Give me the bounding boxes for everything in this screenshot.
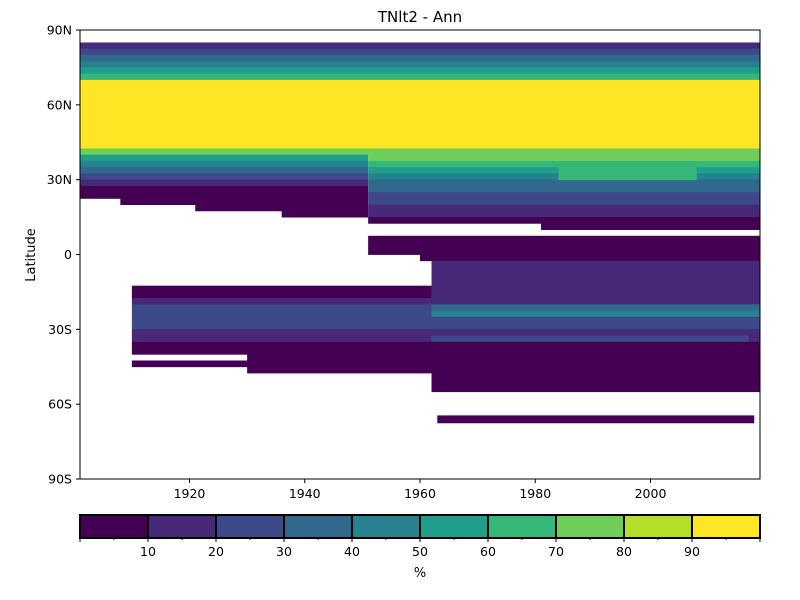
heatmap-band-60 <box>431 379 760 386</box>
colorbar-segment <box>624 515 692 538</box>
heatmap-band-47 <box>431 304 760 312</box>
heatmap-band-28 <box>368 217 760 224</box>
heatmap-band-0 <box>80 42 760 50</box>
heatmap-band-34 <box>368 248 760 255</box>
heatmap-band-36 <box>431 260 760 268</box>
heatmap-band-48 <box>431 310 760 318</box>
y-tick-label: 60N <box>47 97 72 112</box>
y-tick-label: 90S <box>48 472 72 487</box>
heatmap-band-59 <box>431 372 760 380</box>
colorbar-tick-label: 30 <box>276 544 292 559</box>
heatmap-band-32 <box>368 235 760 243</box>
heatmap-band-29 <box>541 223 760 230</box>
colorbar-segment <box>148 515 216 538</box>
heatmap-band-6 <box>80 79 760 149</box>
colorbar-segment <box>284 515 352 538</box>
heatmap-band-16 <box>195 204 369 212</box>
heatmap-band-54 <box>131 341 761 349</box>
colorbar-segment <box>488 515 556 538</box>
y-tick-label: 60S <box>48 397 72 412</box>
colorbar-segment <box>556 515 624 538</box>
heatmap-band-12 <box>80 179 369 187</box>
colorbar-segment <box>420 515 488 538</box>
heatmap-band-33 <box>368 242 760 249</box>
x-tick-label: 1960 <box>404 486 436 501</box>
x-axis: 1920 1940 1960 1980 2000 <box>174 479 667 501</box>
heatmap-band-5 <box>80 73 760 81</box>
heatmap-band-43 <box>431 291 760 299</box>
colorbar-segment <box>80 515 148 538</box>
heatmap-band-49 <box>131 316 761 324</box>
colorbar-tick-label: 20 <box>208 544 224 559</box>
heatmap-band-51 <box>131 329 761 336</box>
heatmap-band-39 <box>431 279 760 287</box>
heatmap-band-25 <box>368 198 760 206</box>
heatmap-band-18 <box>368 154 760 162</box>
heatmap-band-23 <box>368 185 760 193</box>
heatmap-band-1 <box>80 48 760 56</box>
heatmap-band-62 <box>437 415 755 424</box>
y-axis: 90N 60N 30N 0 30S 60S 90S <box>47 23 80 487</box>
heatmap-band-53 <box>431 335 749 343</box>
heatmap-band-17 <box>281 210 369 218</box>
colorbar-label: % <box>414 566 426 581</box>
heatmap-band-41 <box>131 291 432 299</box>
heatmap-band-2 <box>80 54 760 62</box>
heatmap-band-44 <box>131 298 761 305</box>
heatmap-band-27 <box>368 210 760 218</box>
heatmap-band-31 <box>558 173 697 181</box>
heatmap-band-56 <box>247 354 760 361</box>
heatmap-band-42 <box>431 285 760 293</box>
colorbar-segment <box>692 515 760 538</box>
colorbar-segment <box>216 515 284 538</box>
heatmap-band-7 <box>80 148 760 156</box>
heatmap-band-35 <box>420 254 760 262</box>
heatmap-band-38 <box>431 273 760 280</box>
heatmap-band-37 <box>431 266 760 274</box>
heatmap-band-61 <box>431 385 760 393</box>
heatmap-band-15 <box>120 198 369 206</box>
heatmap-band-24 <box>368 192 760 199</box>
heatmap-cells <box>80 42 761 424</box>
chart-title: TNlt2 - Ann <box>377 8 462 26</box>
heatmap-band-8 <box>80 154 369 162</box>
x-tick-label: 1920 <box>174 486 206 501</box>
heatmap-band-13 <box>80 185 369 193</box>
heatmap-band-10 <box>80 167 369 174</box>
x-tick-label: 1980 <box>519 486 551 501</box>
x-tick-label: 1940 <box>289 486 321 501</box>
heatmap-band-11 <box>80 173 369 181</box>
heatmap-band-57 <box>131 360 761 368</box>
heatmap-band-58 <box>247 366 760 374</box>
colorbar-tick-label: 80 <box>616 544 632 559</box>
colorbar-tick-label: 70 <box>548 544 564 559</box>
heatmap-band-19 <box>368 160 760 168</box>
y-tick-label: 90N <box>47 23 72 38</box>
x-tick-label: 2000 <box>635 486 667 501</box>
colorbar-segment <box>352 515 420 538</box>
colorbar-tick-label: 50 <box>412 544 428 559</box>
heatmap-band-55 <box>131 348 761 355</box>
heatmap-band-26 <box>368 204 760 212</box>
y-tick-label: 0 <box>64 247 72 262</box>
y-tick-label: 30N <box>47 172 72 187</box>
heatmap-band-30 <box>558 167 697 174</box>
colorbar-tick-label: 60 <box>480 544 496 559</box>
colorbar-tick-label: 90 <box>684 544 700 559</box>
heatmap-band-40 <box>131 285 432 293</box>
colorbar-tick-label: 40 <box>344 544 360 559</box>
heatmap-band-3 <box>80 61 760 68</box>
y-axis-title: Latitude <box>24 228 39 282</box>
heatmap-band-9 <box>80 160 369 168</box>
colorbar-tick-label: 10 <box>140 544 156 559</box>
colorbar: 10 20 30 40 50 60 70 80 90 <box>79 514 761 559</box>
y-tick-label: 30S <box>48 322 72 337</box>
heatmap-band-22 <box>368 179 760 187</box>
heatmap-band-50 <box>131 323 761 330</box>
heatmap-band-14 <box>80 192 369 199</box>
heatmap-band-4 <box>80 67 760 75</box>
